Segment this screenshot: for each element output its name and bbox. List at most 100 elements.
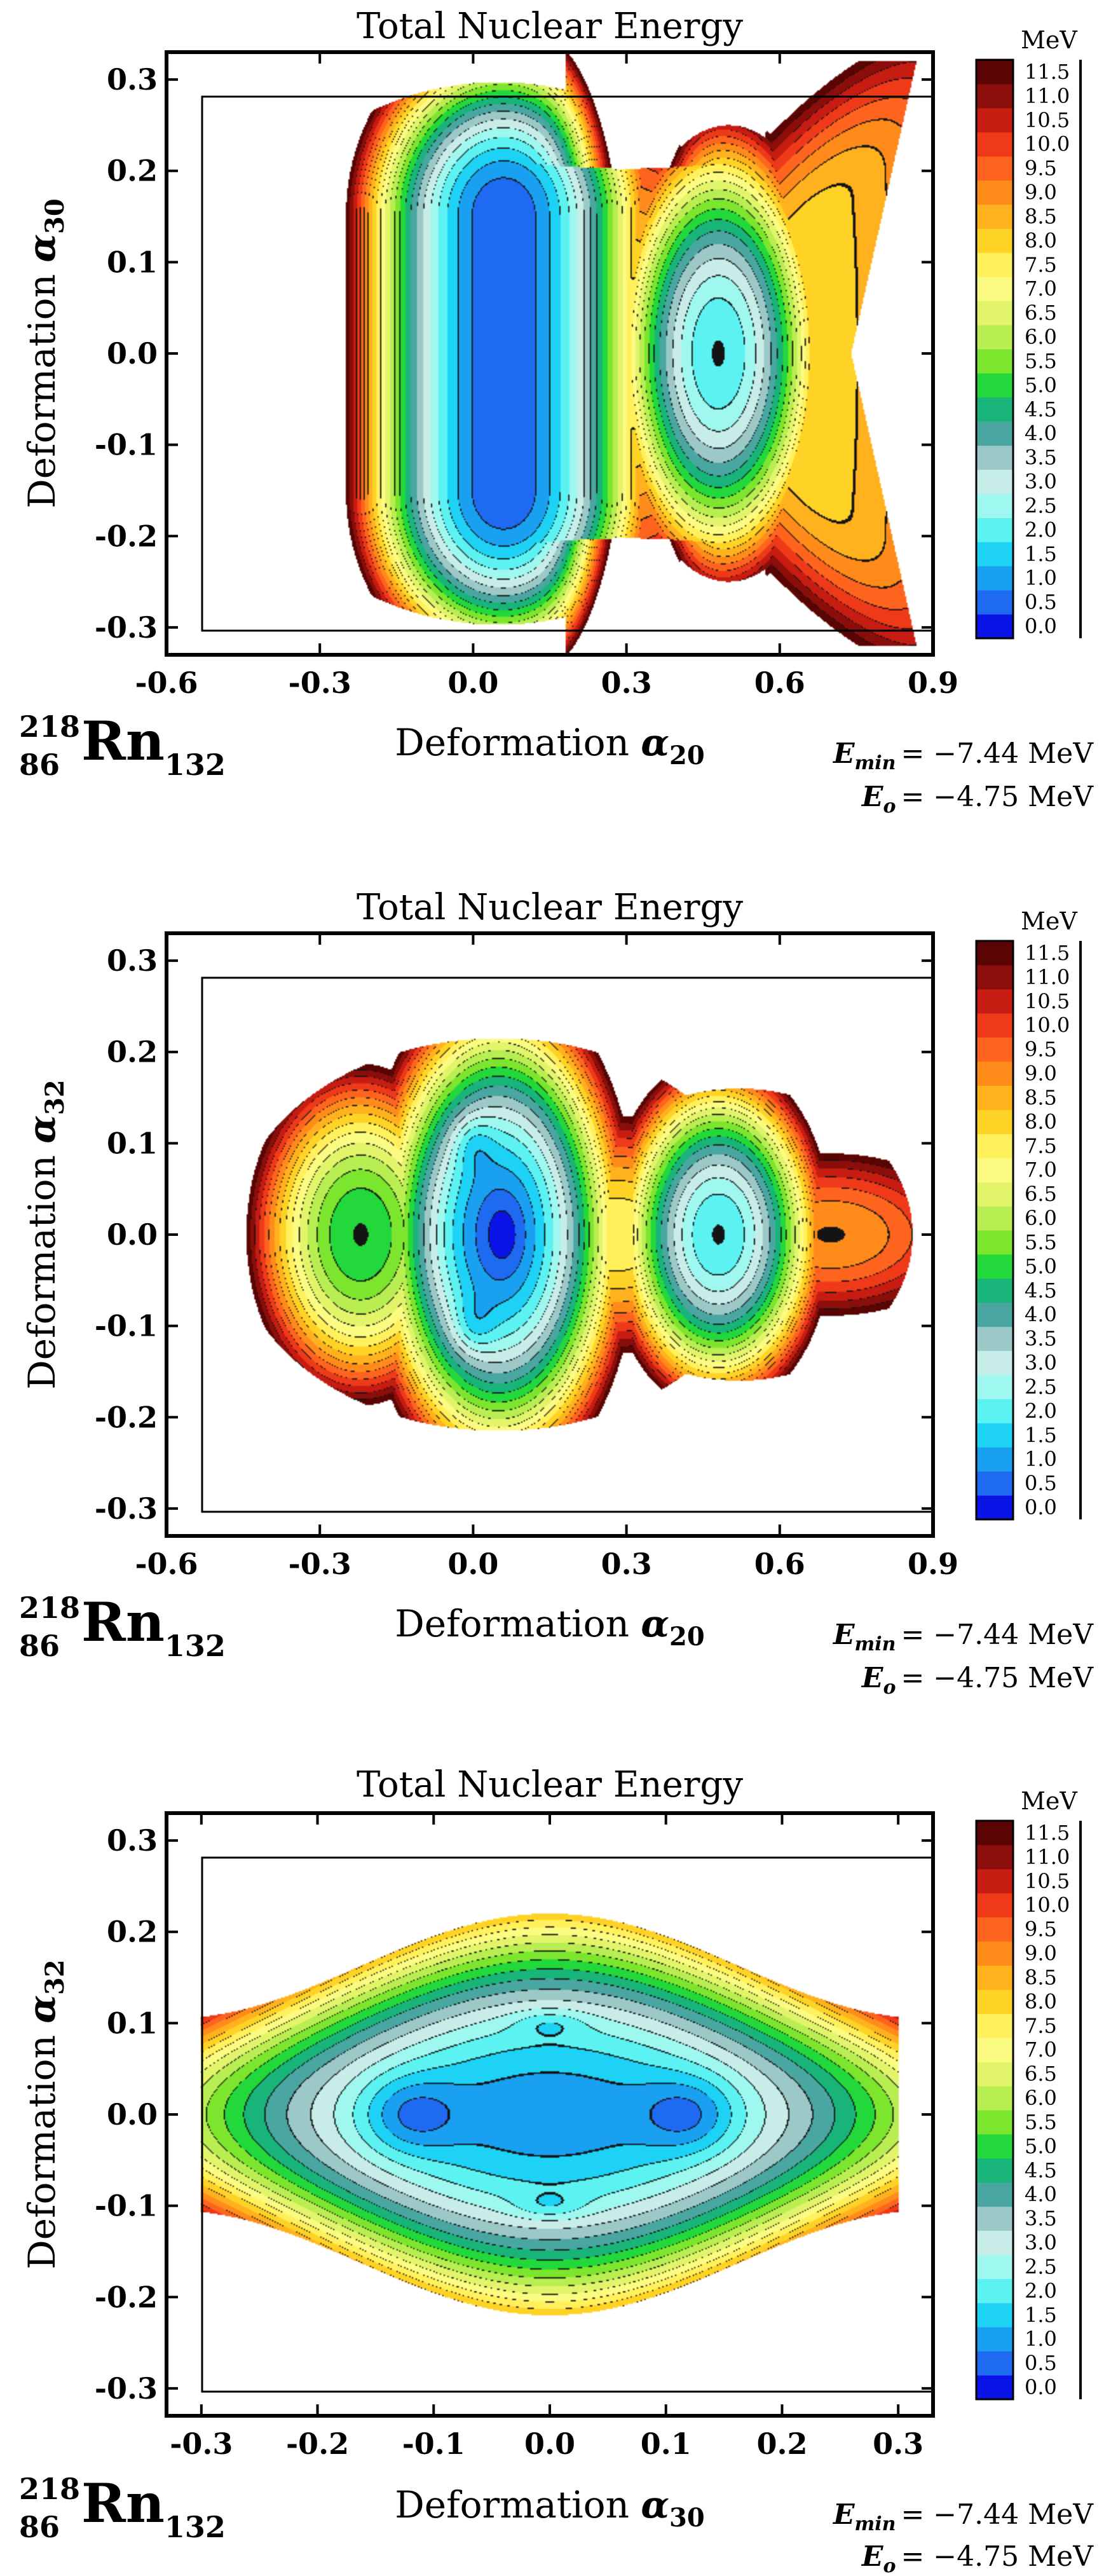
nucleus-z: 86 [19,748,60,782]
nucleus-z: 86 [19,2510,60,2544]
colorbar-level-label: 9.5 [1025,156,1057,181]
colorbar-swatch [976,1447,1013,1472]
x-tick-label: -0.3 [289,666,351,700]
colorbar-level-label: 8.5 [1025,1965,1057,1989]
svg-text:Deformation α32: Deformation α32 [20,1959,70,2269]
svg-text:Deformation α32: Deformation α32 [20,1079,70,1389]
colorbar-level-label: 0.0 [1025,614,1057,638]
colorbar-swatch [976,2134,1013,2159]
colorbar-unit: MeV [1021,26,1077,54]
colorbar-swatch [976,301,1013,325]
colorbar-level-label: 11.0 [1025,965,1070,989]
eo-annotation: Eo = −4.75 MeV [861,1662,1094,1699]
colorbar-level-label: 10.0 [1025,1013,1070,1038]
y-tick-label: 0.2 [107,154,158,188]
colorbar-level-label: 9.0 [1025,1062,1057,1086]
colorbar-level-label: 2.0 [1025,1399,1057,1423]
colorbar-swatch [976,1037,1013,1062]
energy-heatmap [167,933,933,1536]
y-tick-label: 0.0 [107,2097,158,2132]
colorbar-swatch [976,83,1013,109]
colorbar-level-label: 4.5 [1025,2158,1057,2182]
chart-title: Total Nuclear Energy [357,887,743,928]
y-tick-label: -0.1 [95,2189,158,2223]
y-tick-label: -0.3 [95,610,158,645]
emin-annotation: Emin = −7.44 MeV [832,2498,1094,2535]
chart-title: Total Nuclear Energy [357,6,743,47]
colorbar-swatch [976,1471,1013,1496]
colorbar-level-label: 6.5 [1025,301,1057,325]
colorbar-level-label: 1.0 [1025,2327,1057,2351]
x-axis-label: Deformation α20 [395,721,704,771]
x-tick-label: -0.1 [402,2427,465,2461]
colorbar-level-label: 0.5 [1025,590,1057,614]
colorbar-level-label: 0.5 [1025,2351,1057,2375]
axis-ticks: -0.6 -0.3 0.0 0.3 0.6 0.9 -0.3 -0.2 -0.1 0.0 0.1 0.… [95,933,958,1581]
y-tick-label: 0.1 [107,2006,158,2040]
colorbar-swatch [976,1302,1013,1327]
x-axis-label: Deformation α20 [395,1602,704,1652]
x-tick-label: 0.6 [754,1547,805,1581]
colorbar-swatch [976,2110,1013,2135]
colorbar-swatch [976,1374,1013,1399]
colorbar-swatch [976,1868,1013,1894]
colorbar-level-label: 10.0 [1025,132,1070,156]
colorbar-level-label: 9.0 [1025,1942,1057,1966]
x-tick-label: 0.3 [601,1547,652,1581]
colorbar-swatch [976,1821,1013,1846]
colorbar-swatch [976,2086,1013,2111]
x-tick-label: 0.0 [524,2427,575,2461]
colorbar-swatch [976,1182,1013,1207]
colorbar-frame [975,1819,1014,2401]
colorbar-level-label: 1.5 [1025,2303,1057,2327]
colorbar-level-label: 11.5 [1025,60,1070,84]
colorbar-swatch [976,277,1013,301]
emin-annotation: Emin = −7.44 MeV [832,1619,1094,1655]
colorbar-swatch [976,1230,1013,1255]
colorbar-level-label: 7.5 [1025,1134,1057,1158]
colorbar-level-label: 1.0 [1025,566,1057,590]
colorbar-level-label: 8.0 [1025,1989,1057,2013]
colorbar-swatch [976,2351,1013,2376]
colorbar-swatch [976,1893,1013,1918]
colorbar-level-label: 5.0 [1025,373,1057,397]
colorbar-level-label: 9.5 [1025,1917,1057,1942]
colorbar-level-label: 6.0 [1025,325,1057,349]
colorbar-level-label: 7.5 [1025,252,1057,277]
colorbar-swatch [976,542,1013,566]
colorbar-swatch [976,1423,1013,1448]
y-tick-label: 0.1 [107,1126,158,1160]
x-tick-label: -0.6 [135,666,198,700]
colorbar-level-label: 10.0 [1025,1893,1070,1917]
colorbar-level-label: 9.0 [1025,181,1057,205]
y-tick-label: 0.1 [107,245,158,279]
axis-ticks: -0.3 -0.2 -0.1 0.0 0.1 0.2 0.3 -0.3 -0.2 -0.1 0.0 0… [95,1813,933,2461]
y-tick-label: 0.0 [107,336,158,371]
colorbar-swatch [976,566,1013,591]
y-tick-label: 0.2 [107,1915,158,1949]
colorbar-level-label: 7.5 [1025,2013,1057,2038]
colorbar-level-label: 4.0 [1025,421,1057,446]
energy-heatmap [167,52,933,655]
colorbar-swatch [976,2062,1013,2086]
colorbar-level-label: 2.0 [1025,2278,1057,2303]
colorbar-swatch [976,469,1013,494]
x-tick-label: 0.9 [908,666,958,700]
colorbar-swatch [976,1844,1013,1870]
eo-annotation: Eo = −4.75 MeV [861,2540,1094,2576]
y-tick-label: 0.3 [107,1823,158,1858]
colorbar-swatch [976,1158,1013,1182]
x-tick-label: -0.3 [289,1547,351,1581]
colorbar-frame [975,58,1014,640]
colorbar: MeV0.00.51.01.52.02.53.03.54.04.55.05.56… [975,26,1082,640]
y-axis-label: Deformation α32 [20,1959,70,2269]
colorbar-swatch [976,1134,1013,1158]
colorbar-swatch [976,1350,1013,1375]
colorbar-swatch [976,373,1013,398]
colorbar-level-label: 6.5 [1025,1182,1057,1206]
colorbar-level-label: 7.0 [1025,277,1057,301]
x-tick-label: -0.3 [170,2427,233,2461]
x-axis-label: Deformation α30 [395,2483,704,2533]
colorbar-swatch [976,1278,1013,1303]
y-tick-label: -0.2 [95,1400,158,1434]
